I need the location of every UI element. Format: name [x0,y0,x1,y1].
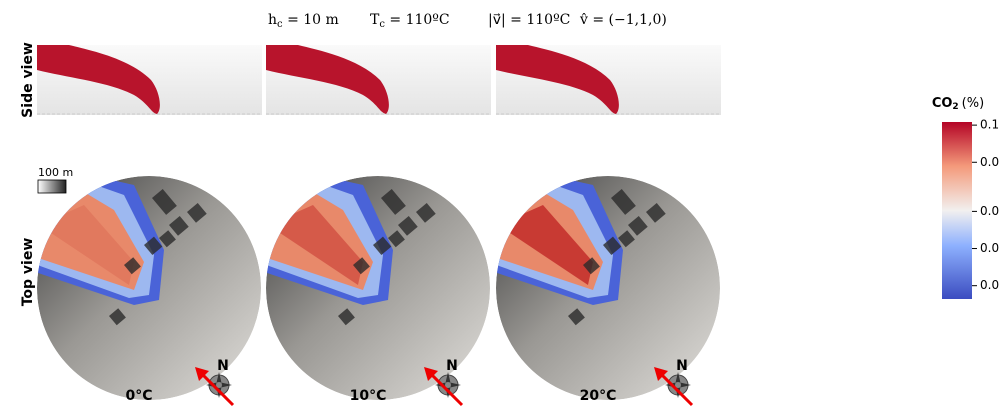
building [568,308,585,326]
colorbar-gradient [942,122,972,299]
compass-n: N [217,358,229,374]
building [388,230,405,248]
panel: 0°C N [37,45,262,407]
scale-bar-label: 100 m [38,166,73,179]
param-rest: = 110ºC [385,12,450,28]
panel: 10°C N [266,45,491,407]
building [416,203,436,223]
header-param: |v⃗| = 110ºC [488,12,570,28]
header: hc = 10 m Tc = 110ºC |v⃗| = 110ºC v̂ = (−1,… [268,12,667,30]
panel-label: 10°C [350,388,387,404]
colorbar-title-text: CO [932,96,953,111]
building [159,230,176,248]
header-param: hc = 10 m [268,12,339,30]
panel-label: 0°C [125,388,152,404]
wind-arrowhead [654,367,668,381]
colorbar-title-sub: 2 [952,102,958,112]
colorbar-tick-label: 0.010 [980,241,999,255]
wind-arrowhead [195,367,209,381]
side-plume [496,45,619,114]
building [398,216,418,236]
compass-n: N [446,358,458,374]
side-plume [37,45,160,114]
row-label: Top view [20,238,36,307]
colorbar-tick-label: 0.020 [980,204,999,218]
header-param: Tc = 110ºC [370,12,450,30]
panel-label: 20°C [580,388,617,404]
param-text: |v⃗| = 110ºC [488,12,570,28]
panel: 20°C N [496,45,721,407]
panels: 0°C N 10°C N 20°C N [37,45,721,407]
wind-arrow [197,369,235,407]
side-plume [266,45,389,114]
building [169,216,189,236]
colorbar-tick-label: 0.005 [980,278,999,292]
colorbar-unit: (%) [962,96,985,111]
header-param: v̂ = (−1,1,0) [579,12,667,28]
param-rest: = 10 m [283,12,339,28]
building [618,230,635,248]
param-sub: c [379,19,385,30]
param-sub: c [277,19,283,30]
building [646,203,666,223]
building [108,308,126,326]
param-text: v̂ = (−1,1,0) [579,12,667,28]
plume-core [498,205,593,285]
plume-core [39,205,134,285]
plume-core [268,205,363,285]
building [372,236,392,255]
row-label: Side view [20,42,36,118]
param-symbol: T [370,12,380,28]
building [187,203,207,223]
building [628,216,648,236]
scale-bar [37,179,67,194]
building [381,189,406,215]
building [124,257,141,275]
compass-n: N [676,358,688,374]
colorbar: CO2 (%) 0.100 0.050 0.020 0.010 0.005 [932,96,999,299]
colorbar-title: CO2 (%) [932,96,984,112]
building [151,189,177,215]
param-symbol: h [268,12,277,28]
wind-arrow [426,369,464,407]
building [353,257,370,275]
colorbar-tick-label: 0.050 [980,155,999,169]
building [611,189,636,215]
building [583,257,600,275]
wind-arrowhead [424,367,438,381]
colorbar-tick-label: 0.100 [980,118,999,132]
building [603,236,622,255]
building [144,236,163,255]
building [337,308,355,326]
wind-arrow [656,369,694,407]
